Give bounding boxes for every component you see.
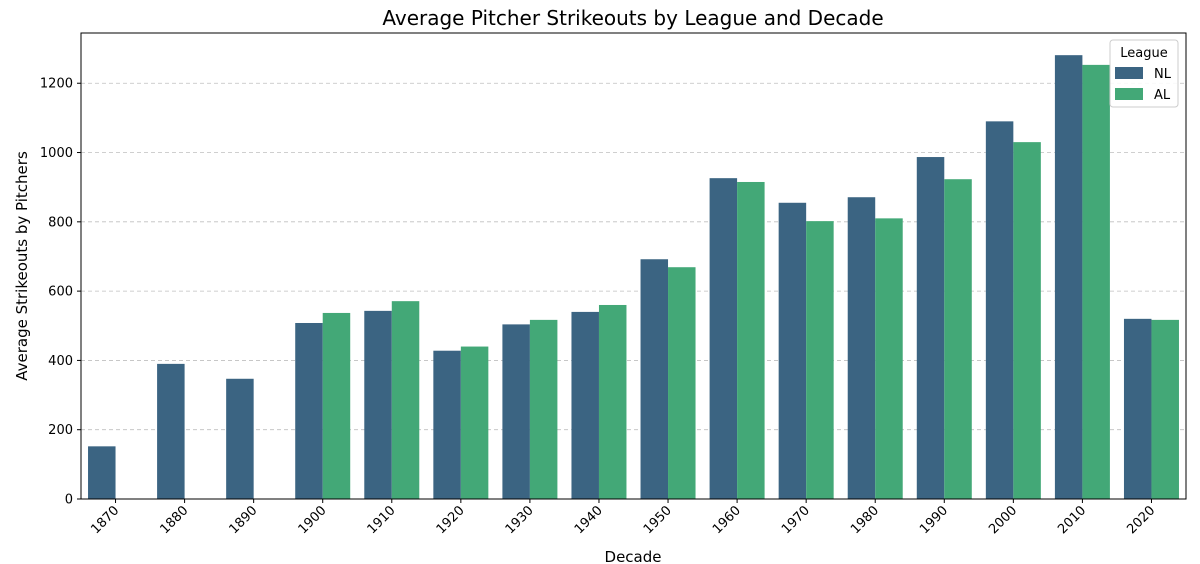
bar-al-1930 [529, 319, 558, 499]
legend: League NL AL [1109, 39, 1179, 108]
legend-entries: NL AL [1115, 67, 1172, 103]
bar-nl-1990 [916, 157, 945, 499]
y-tick-label: 0 [65, 493, 73, 508]
x-tick-label: 1890 [226, 503, 260, 537]
x-tick-label: 1920 [434, 503, 468, 537]
bar-nl-1890 [226, 378, 254, 499]
bar-al-1900 [322, 312, 351, 499]
bar-al-1940 [598, 304, 627, 499]
bar-nl-1960 [709, 178, 738, 499]
x-tick-label: 2000 [986, 503, 1020, 537]
bar-nl-1880 [157, 363, 185, 499]
x-tick-label: 1960 [710, 503, 744, 537]
x-tick-label: 1870 [88, 503, 122, 537]
legend-swatch-al [1115, 88, 1143, 100]
x-tick-label: 1970 [779, 503, 813, 537]
y-axis-ticks: 0 200 400 600 800 1000 1200 [40, 77, 81, 508]
x-tick-label: 1950 [641, 503, 675, 537]
bar-nl-1920 [433, 350, 461, 499]
legend-swatch-nl [1115, 67, 1143, 79]
x-tick-label: 1940 [572, 503, 606, 537]
bar-nl-1980 [847, 197, 876, 500]
y-tick-label: 400 [48, 354, 73, 369]
legend-label-nl: NL [1154, 67, 1172, 82]
bar-al-1960 [737, 181, 765, 499]
y-tick-label: 200 [48, 423, 73, 438]
bar-nl-1950 [640, 259, 669, 499]
bar-nl-1870 [88, 446, 116, 499]
x-tick-label: 1930 [503, 503, 537, 537]
x-tick-label: 2010 [1055, 503, 1089, 537]
y-tick-label: 800 [48, 215, 73, 230]
bar-al-1990 [944, 179, 972, 500]
y-tick-label: 600 [48, 285, 73, 300]
bar-nl-2010 [1054, 55, 1083, 499]
y-tick-label: 1000 [40, 146, 73, 161]
plot-frame [80, 32, 1187, 500]
x-axis-title: Decade [605, 548, 662, 564]
x-tick-label: 1990 [917, 503, 951, 537]
bars [88, 55, 1179, 500]
bar-al-1950 [668, 267, 696, 499]
bar-nl-1930 [502, 324, 530, 499]
y-axis-title: Average Strikeouts by Pitchers [13, 151, 31, 381]
x-tick-label: 1980 [848, 503, 882, 537]
bar-nl-2000 [985, 121, 1014, 500]
bar-nl-1970 [778, 202, 807, 499]
bar-al-1970 [806, 221, 834, 500]
bar-al-1980 [875, 218, 903, 499]
legend-label-al: AL [1154, 88, 1171, 103]
bar-al-2010 [1082, 64, 1110, 499]
bar-al-1910 [391, 301, 420, 499]
x-axis-ticks: 1870 1880 1890 1900 1910 1920 1930 1940 1950 1960… [88, 499, 1158, 537]
bar-nl-2020 [1123, 318, 1152, 499]
chart-title: Average Pitcher Strikeouts by League and… [382, 6, 883, 30]
bar-nl-1900 [295, 322, 323, 499]
x-tick-label: 1910 [365, 503, 399, 537]
x-tick-label: 1880 [157, 503, 191, 537]
y-tick-label: 1200 [40, 77, 73, 92]
legend-title: League [1120, 46, 1167, 61]
bar-al-2020 [1151, 319, 1179, 499]
x-tick-label: 2020 [1124, 503, 1158, 537]
bar-al-1920 [460, 346, 489, 499]
bar-nl-1940 [571, 311, 599, 499]
x-tick-label: 1900 [296, 503, 330, 537]
bar-al-2000 [1013, 142, 1041, 499]
bar-nl-1910 [364, 310, 392, 499]
